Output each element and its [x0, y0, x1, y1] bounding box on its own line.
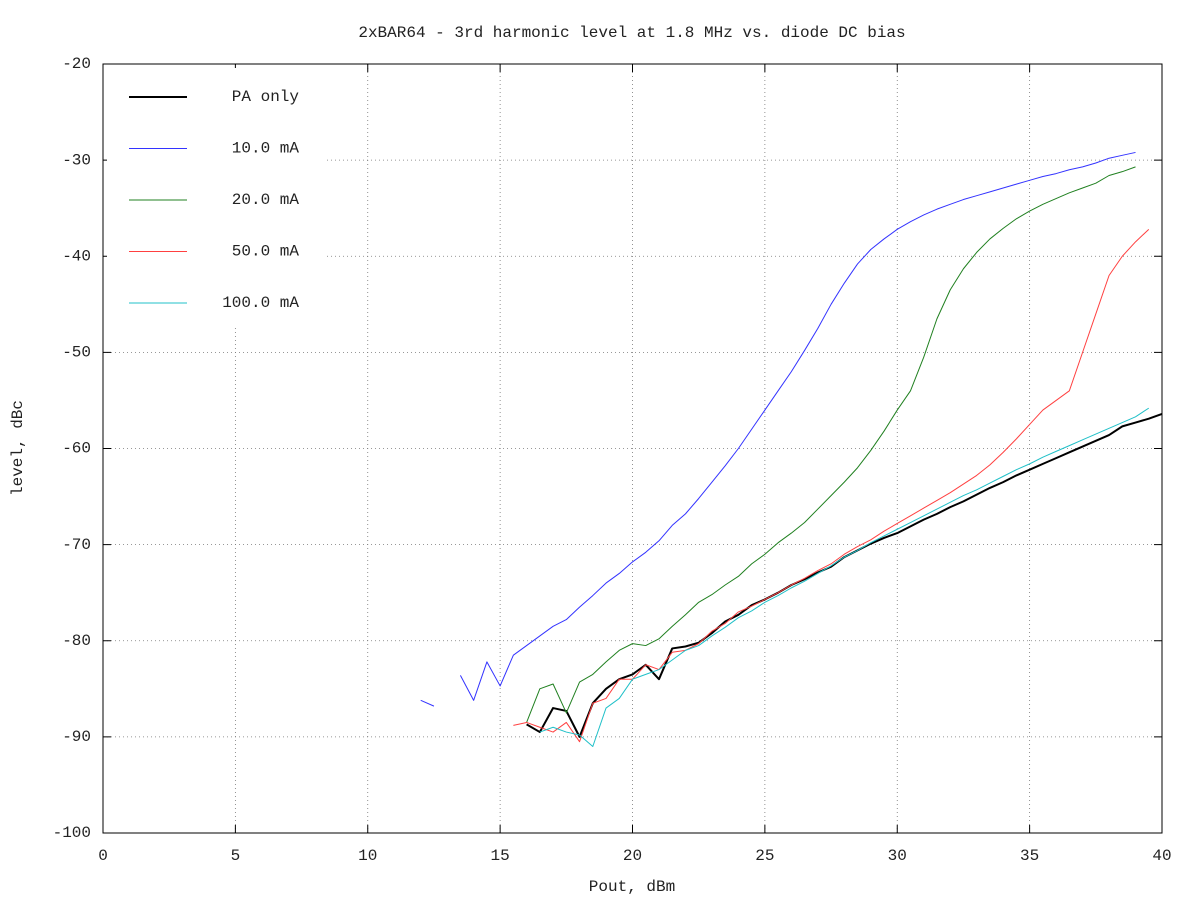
plot-frame	[102, 63, 1163, 834]
x-tick-label: 15	[491, 847, 510, 865]
y-tick-label: -100	[53, 824, 91, 842]
series-line	[420, 151, 1136, 707]
legend-label: 20.0 mA	[232, 191, 300, 209]
y-tick-label: -80	[62, 632, 91, 650]
series-line	[513, 228, 1150, 743]
y-axis-label: level, dBc	[9, 400, 27, 496]
y-tick-label: -70	[62, 536, 91, 554]
legend-box	[107, 68, 327, 328]
y-tick-label: -30	[62, 151, 91, 169]
series-line	[539, 407, 1150, 747]
x-tick-label: 25	[755, 847, 774, 865]
legend-label: PA only	[232, 88, 300, 106]
x-tick-label: 0	[98, 847, 108, 865]
x-tick-label: 20	[623, 847, 642, 865]
x-tick-label: 35	[1020, 847, 1039, 865]
x-tick-label: 5	[231, 847, 241, 865]
x-axis-label: Pout, dBm	[589, 878, 675, 896]
chart-title: 2xBAR64 - 3rd harmonic level at 1.8 MHz …	[358, 24, 905, 42]
y-tick-label: -20	[62, 55, 91, 73]
legend-label: 100.0 mA	[222, 294, 299, 312]
x-tick-label: 30	[888, 847, 907, 865]
y-tick-label: -90	[62, 728, 91, 746]
legend-label: 10.0 mA	[232, 140, 300, 158]
x-tick-label: 40	[1152, 847, 1171, 865]
series-line	[526, 166, 1136, 723]
y-tick-label: -50	[62, 344, 91, 362]
y-tick-label: -40	[62, 247, 91, 265]
legend-label: 50.0 mA	[232, 243, 300, 261]
y-tick-label: -60	[62, 440, 91, 458]
x-tick-label: 10	[358, 847, 377, 865]
legend: PA only 10.0 mA 20.0 mA 50.0 mA 100.0 mA	[107, 68, 327, 328]
